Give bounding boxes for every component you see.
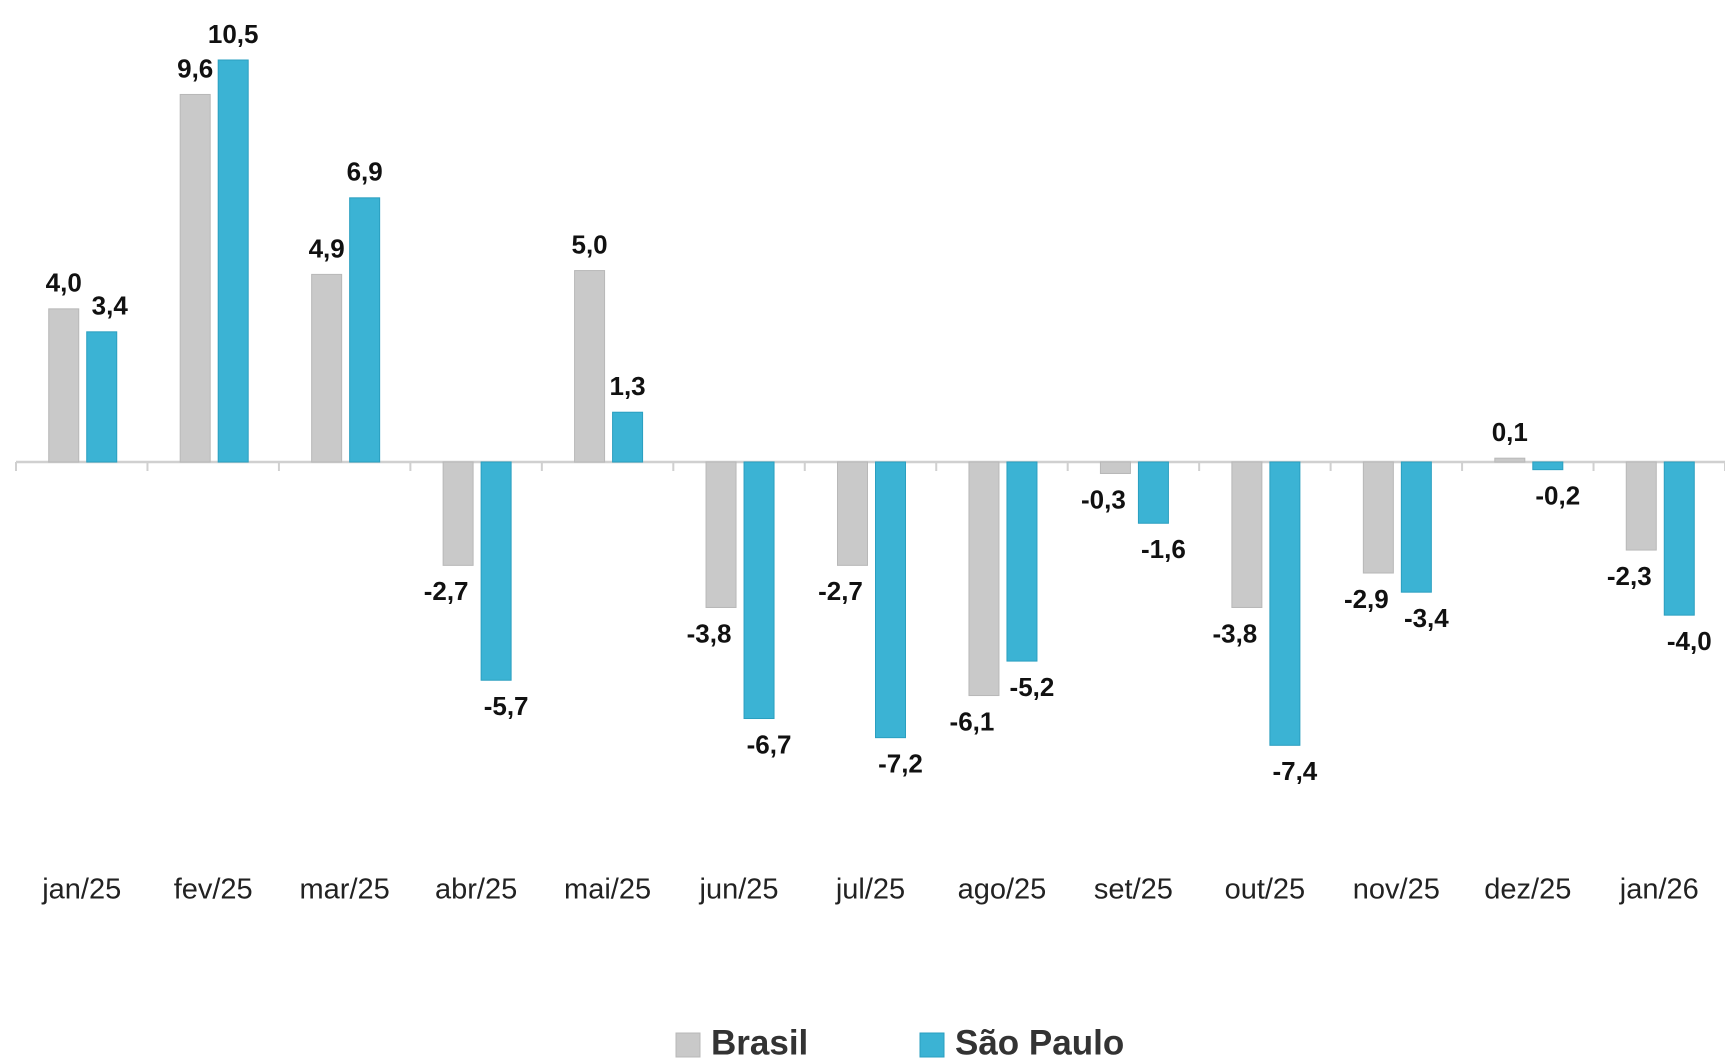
value-label: -1,6 (1141, 534, 1186, 564)
bar (612, 411, 644, 463)
legend-label: Brasil (711, 1023, 808, 1061)
bar (217, 59, 249, 463)
x-tick-label: jul/25 (835, 874, 905, 906)
bar (1625, 461, 1657, 551)
bar (86, 331, 118, 463)
x-tick-label: jan/25 (41, 874, 121, 906)
bar (1400, 461, 1432, 593)
bar (1494, 457, 1526, 463)
value-label: -0,2 (1535, 481, 1580, 511)
x-tick-label: abr/25 (435, 874, 517, 906)
bar (705, 461, 737, 608)
value-label: -2,7 (818, 576, 863, 606)
x-tick-label: dez/25 (1484, 874, 1571, 906)
x-tick-label: set/25 (1094, 874, 1173, 906)
bar (48, 308, 80, 463)
value-label: -7,4 (1272, 756, 1317, 786)
value-label: -4,0 (1667, 626, 1712, 656)
value-label: 9,6 (177, 53, 213, 83)
bar (311, 273, 343, 463)
legend-swatch (919, 1032, 945, 1058)
x-tick-label: nov/25 (1353, 874, 1440, 906)
value-label: 4,9 (309, 233, 345, 263)
bar (1231, 461, 1263, 608)
bar (743, 461, 775, 720)
x-tick-label: jan/26 (1619, 874, 1699, 906)
value-label: 4,0 (46, 268, 82, 298)
bar (1269, 461, 1301, 746)
value-label: 0,1 (1492, 417, 1528, 447)
bar (968, 461, 1000, 697)
value-label: 6,9 (347, 157, 383, 187)
bar (574, 270, 606, 463)
value-label: 10,5 (208, 19, 259, 49)
bar (480, 461, 512, 681)
value-label: 1,3 (609, 371, 645, 401)
x-tick-label: mai/25 (564, 874, 651, 906)
bar (442, 461, 474, 566)
value-label: -5,7 (484, 691, 529, 721)
bar (1532, 461, 1564, 471)
bar (1362, 461, 1394, 574)
value-label: 5,0 (571, 229, 607, 259)
x-tick-label: jun/25 (699, 874, 779, 906)
value-label: -3,4 (1404, 603, 1449, 633)
x-tick-label: mar/25 (300, 874, 390, 906)
bar (1663, 461, 1695, 616)
value-label: -7,2 (878, 749, 923, 779)
x-tick-label: fev/25 (174, 874, 253, 906)
value-label: -3,8 (1212, 618, 1257, 648)
bar (875, 461, 906, 739)
legend-label: São Paulo (955, 1023, 1124, 1061)
value-label: -5,2 (1010, 672, 1055, 702)
value-label: -6,1 (950, 706, 995, 736)
value-label: -0,3 (1081, 484, 1126, 514)
bar (837, 461, 868, 566)
value-label: -2,9 (1344, 584, 1389, 614)
x-tick-label: out/25 (1225, 874, 1306, 906)
bar (1137, 461, 1169, 524)
bar (1006, 461, 1038, 662)
value-label: 3,4 (92, 291, 129, 321)
legend-swatch (675, 1032, 701, 1058)
x-tick-label: ago/25 (958, 874, 1047, 906)
value-label: -3,8 (687, 618, 732, 648)
bar (179, 93, 211, 463)
value-label: -2,3 (1607, 561, 1652, 591)
value-label: -2,7 (424, 576, 469, 606)
value-label: -6,7 (747, 729, 792, 759)
bar (349, 197, 381, 463)
bar (1099, 461, 1131, 474)
